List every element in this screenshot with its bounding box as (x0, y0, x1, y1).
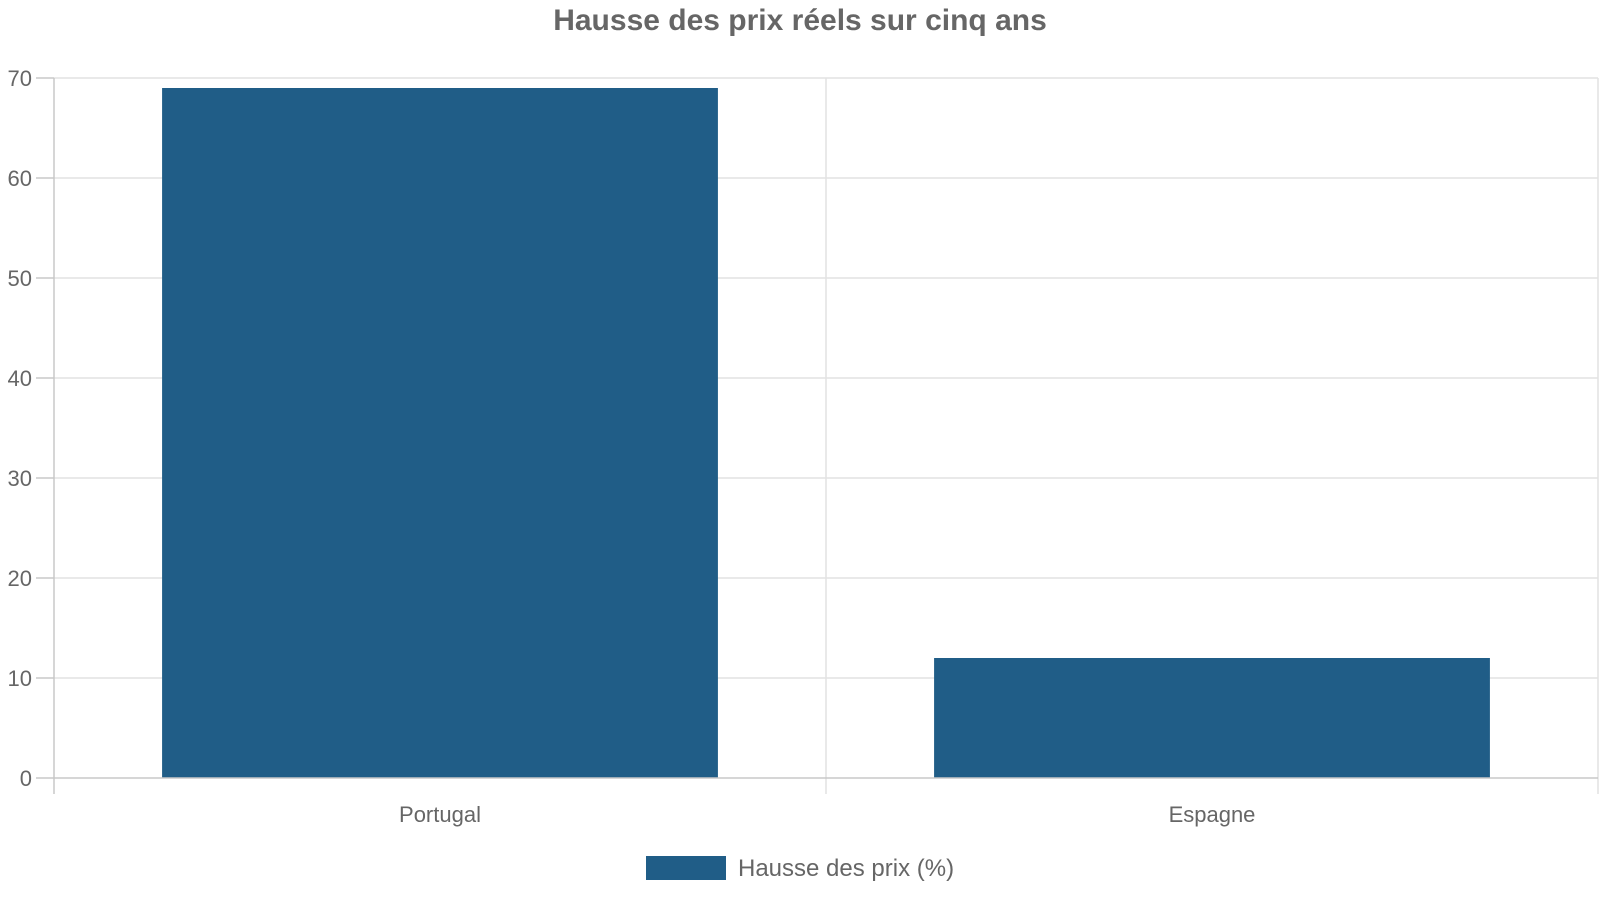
legend-label: Hausse des prix (%) (738, 855, 954, 882)
y-tick-label: 40 (8, 366, 32, 391)
y-tick-label: 30 (8, 466, 32, 491)
bar (162, 88, 718, 778)
y-tick-label: 50 (8, 266, 32, 291)
x-tick-label: Espagne (1169, 802, 1256, 827)
bars (162, 88, 1490, 778)
chart-title: Hausse des prix réels sur cinq ans (553, 4, 1047, 37)
y-tick-label: 0 (20, 766, 32, 791)
y-tick-label: 10 (8, 666, 32, 691)
y-tick-label: 70 (8, 66, 32, 91)
axes: 0 10 20 30 40 50 60 70 Portugal Espagne (8, 66, 1598, 827)
y-tick-label: 60 (8, 166, 32, 191)
y-tick-label: 20 (8, 566, 32, 591)
bar (934, 658, 1490, 778)
x-tick-label: Portugal (399, 802, 481, 827)
legend-swatch (646, 856, 726, 880)
legend: Hausse des prix (%) (646, 855, 954, 882)
